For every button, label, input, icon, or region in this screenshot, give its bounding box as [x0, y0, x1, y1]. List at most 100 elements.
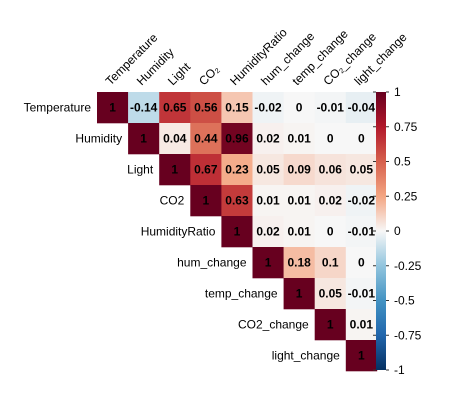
legend-tick-label: -1 [394, 363, 405, 377]
row-label: temp_change [205, 287, 278, 301]
cell-value-label: 0.04 [163, 132, 187, 146]
cell-value-label: 0.05 [256, 163, 280, 177]
legend-tick-label: 0.75 [394, 120, 418, 134]
cell-value-label: 1 [265, 256, 272, 270]
heatmap-cell [190, 92, 222, 124]
cell-value-label: 0.01 [256, 194, 280, 208]
cell-value-label: 0.02 [319, 194, 343, 208]
cell-value-label: 0.1 [322, 256, 339, 270]
heatmap-cell [221, 185, 253, 217]
heatmap-cells: 1 -0.14 0.65 0.56 0.15 -0.02 0 -0.01 -0.041 0.04 0… [97, 92, 378, 372]
heatmap-cell [190, 123, 222, 155]
heatmap-cell [221, 123, 253, 155]
heatmap-cell [314, 247, 347, 279]
row-label: Light [127, 163, 154, 177]
cell-value-label: -0.04 [348, 101, 376, 115]
cell-value-label: 0 [358, 132, 365, 146]
cell-value-label: 0.05 [350, 163, 374, 177]
cell-value-label: -0.01 [348, 287, 376, 301]
heatmap-cell [314, 278, 347, 310]
cell-value-label: 0.01 [287, 225, 311, 239]
cell-value-label: 0.02 [256, 132, 280, 146]
cell-value-label: 0.18 [287, 256, 311, 270]
heatmap-cell [345, 278, 378, 310]
heatmap-cell [283, 123, 315, 155]
heatmap-cell [283, 185, 315, 217]
cell-value-label: -0.01 [317, 101, 345, 115]
column-label: CO₂ [196, 62, 222, 88]
heatmap-cell [252, 216, 284, 248]
heatmap-cell [159, 92, 191, 124]
heatmap-cell [159, 154, 191, 186]
cell-value-label: 1 [171, 163, 178, 177]
cell-value-label: -0.02 [254, 101, 282, 115]
cell-value-label: 0.01 [287, 132, 311, 146]
heatmap-cell [314, 123, 347, 155]
color-legend-bar [376, 92, 386, 370]
cell-value-label: 0.67 [194, 163, 218, 177]
heatmap-cell [190, 154, 222, 186]
cell-value-label: 0.23 [225, 163, 249, 177]
heatmap-cell [190, 185, 222, 217]
heatmap-cell [252, 185, 284, 217]
heatmap-cell [345, 340, 378, 372]
legend-tick-label: 0 [394, 224, 401, 238]
heatmap-cell [283, 278, 315, 310]
column-label: Light [165, 59, 194, 88]
heatmap-cell [345, 216, 378, 248]
heatmap-cell [128, 123, 160, 155]
row-label: CO2 [160, 194, 185, 208]
cell-value-label: 0.06 [319, 163, 343, 177]
heatmap-cell [283, 154, 315, 186]
cell-value-label: 1 [203, 194, 210, 208]
cell-value-label: -0.14 [130, 101, 158, 115]
row-label: CO2_change [238, 318, 309, 332]
cell-value-label: 0.65 [163, 101, 187, 115]
cell-value-label: 1 [296, 287, 303, 301]
color-legend: 1 0.75 0.5 0.25 0 -0.25 -0.5 -0.75 -1 [373, 85, 422, 377]
heatmap-cell [252, 123, 284, 155]
heatmap-cell [314, 216, 347, 248]
heatmap-cell [345, 185, 378, 217]
cell-value-label: 0.09 [287, 163, 311, 177]
heatmap-cell [252, 247, 284, 279]
cell-value-label: 0.01 [287, 194, 311, 208]
heatmap-cell [159, 123, 191, 155]
heatmap-cell [221, 154, 253, 186]
row-label: light_change [272, 349, 340, 363]
cell-value-label: 1 [358, 349, 365, 363]
cell-value-label: 0.15 [225, 101, 249, 115]
color-legend-ticks: 1 0.75 0.5 0.25 0 -0.25 -0.5 -0.75 -1 [373, 85, 422, 377]
row-labels: Temperature Humidity Light CO2 HumidityRatio… [24, 101, 340, 363]
heatmap-cell [283, 92, 315, 124]
heatmap-cell [314, 185, 347, 217]
heatmap-cell [345, 309, 378, 341]
heatmap-cell [252, 154, 284, 186]
heatmap-cell [221, 216, 253, 248]
legend-tick-label: -0.5 [394, 294, 415, 308]
heatmap-cell [345, 154, 378, 186]
cell-value-label: 1 [140, 132, 147, 146]
legend-tick-label: -0.25 [394, 259, 422, 273]
cell-value-label: 0 [327, 132, 334, 146]
cell-value-label: -0.02 [348, 194, 376, 208]
heatmap-cell [314, 92, 347, 124]
legend-tick-label: 0.25 [394, 189, 418, 203]
heatmap-cell [345, 123, 378, 155]
heatmap-cell [283, 216, 315, 248]
cell-value-label: 1 [109, 101, 116, 115]
heatmap-cell [128, 92, 160, 124]
cell-value-label: 0.05 [319, 287, 343, 301]
cell-value-label: 0.02 [256, 225, 280, 239]
row-label: hum_change [177, 256, 247, 270]
heatmap-cell [252, 92, 284, 124]
heatmap-cell [97, 92, 129, 124]
legend-tick-label: 0.5 [394, 155, 411, 169]
row-label: HumidityRatio [141, 225, 216, 239]
cell-value-label: 1 [327, 318, 334, 332]
legend-tick-label: -0.75 [394, 328, 422, 342]
heatmap-cell [221, 92, 253, 124]
heatmap-cell [283, 247, 315, 279]
